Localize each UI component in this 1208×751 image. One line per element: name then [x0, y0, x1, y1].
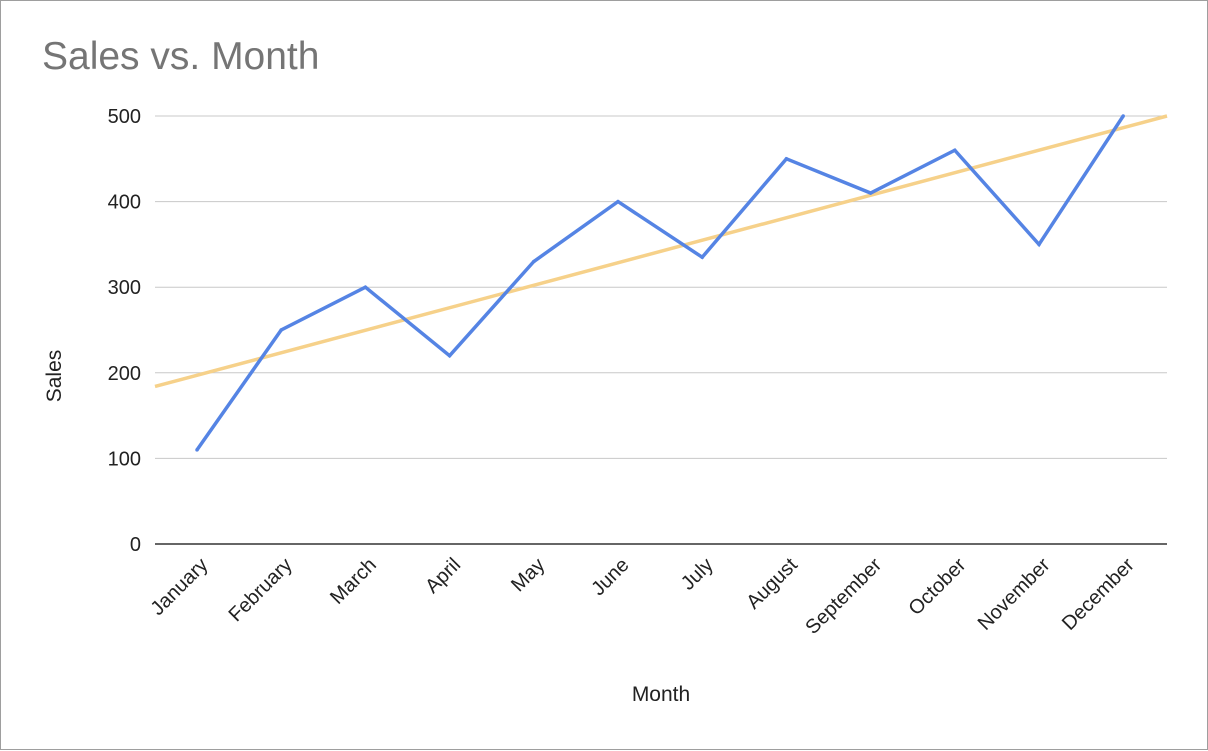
y-tick-label: 300 [108, 277, 141, 299]
y-axis-label: Sales [43, 350, 66, 403]
y-tick-label: 200 [108, 363, 141, 385]
x-tick-label: January [147, 554, 213, 620]
x-tick-label: June [587, 554, 633, 600]
x-tick-label: February [225, 554, 297, 626]
x-tick-label: October [904, 554, 970, 620]
x-axis-label: Month [632, 683, 690, 706]
x-tick-label: September [801, 554, 886, 639]
data-point-november [1037, 242, 1041, 247]
x-tick-label: December [1058, 554, 1139, 635]
y-axis-ticks: 0 100 200 300 400 500 [108, 106, 141, 556]
chart-title: Sales vs. Month [42, 35, 320, 78]
data-point-january [195, 448, 199, 452]
x-axis-ticks: January February March April May June July Augu… [147, 554, 1139, 639]
x-tick-label: May [507, 554, 549, 596]
data-point-july [700, 255, 704, 259]
data-point-february [279, 328, 283, 332]
trendline-layer [154, 114, 1168, 389]
y-tick-label: 500 [108, 106, 141, 128]
gridlines [155, 115, 1167, 545]
data-point-april [447, 353, 452, 358]
data-point-may [532, 259, 536, 264]
x-tick-label: August [742, 554, 802, 614]
series-layer [195, 114, 1125, 452]
data-point-august [784, 157, 789, 161]
x-tick-label: July [677, 554, 718, 595]
data-point-june [616, 199, 620, 204]
x-tick-label: March [326, 554, 381, 609]
y-tick-label: 100 [108, 448, 141, 470]
x-tick-label: November [974, 554, 1055, 635]
data-point-september [868, 191, 873, 195]
trendline [154, 114, 1168, 389]
data-point-march [363, 285, 368, 289]
y-tick-label: 400 [108, 192, 141, 214]
y-tick-label: 0 [130, 534, 141, 556]
data-point-december [1121, 114, 1125, 118]
data-point-october [953, 148, 957, 152]
x-tick-label: April [421, 554, 465, 598]
series-line [195, 115, 1125, 451]
